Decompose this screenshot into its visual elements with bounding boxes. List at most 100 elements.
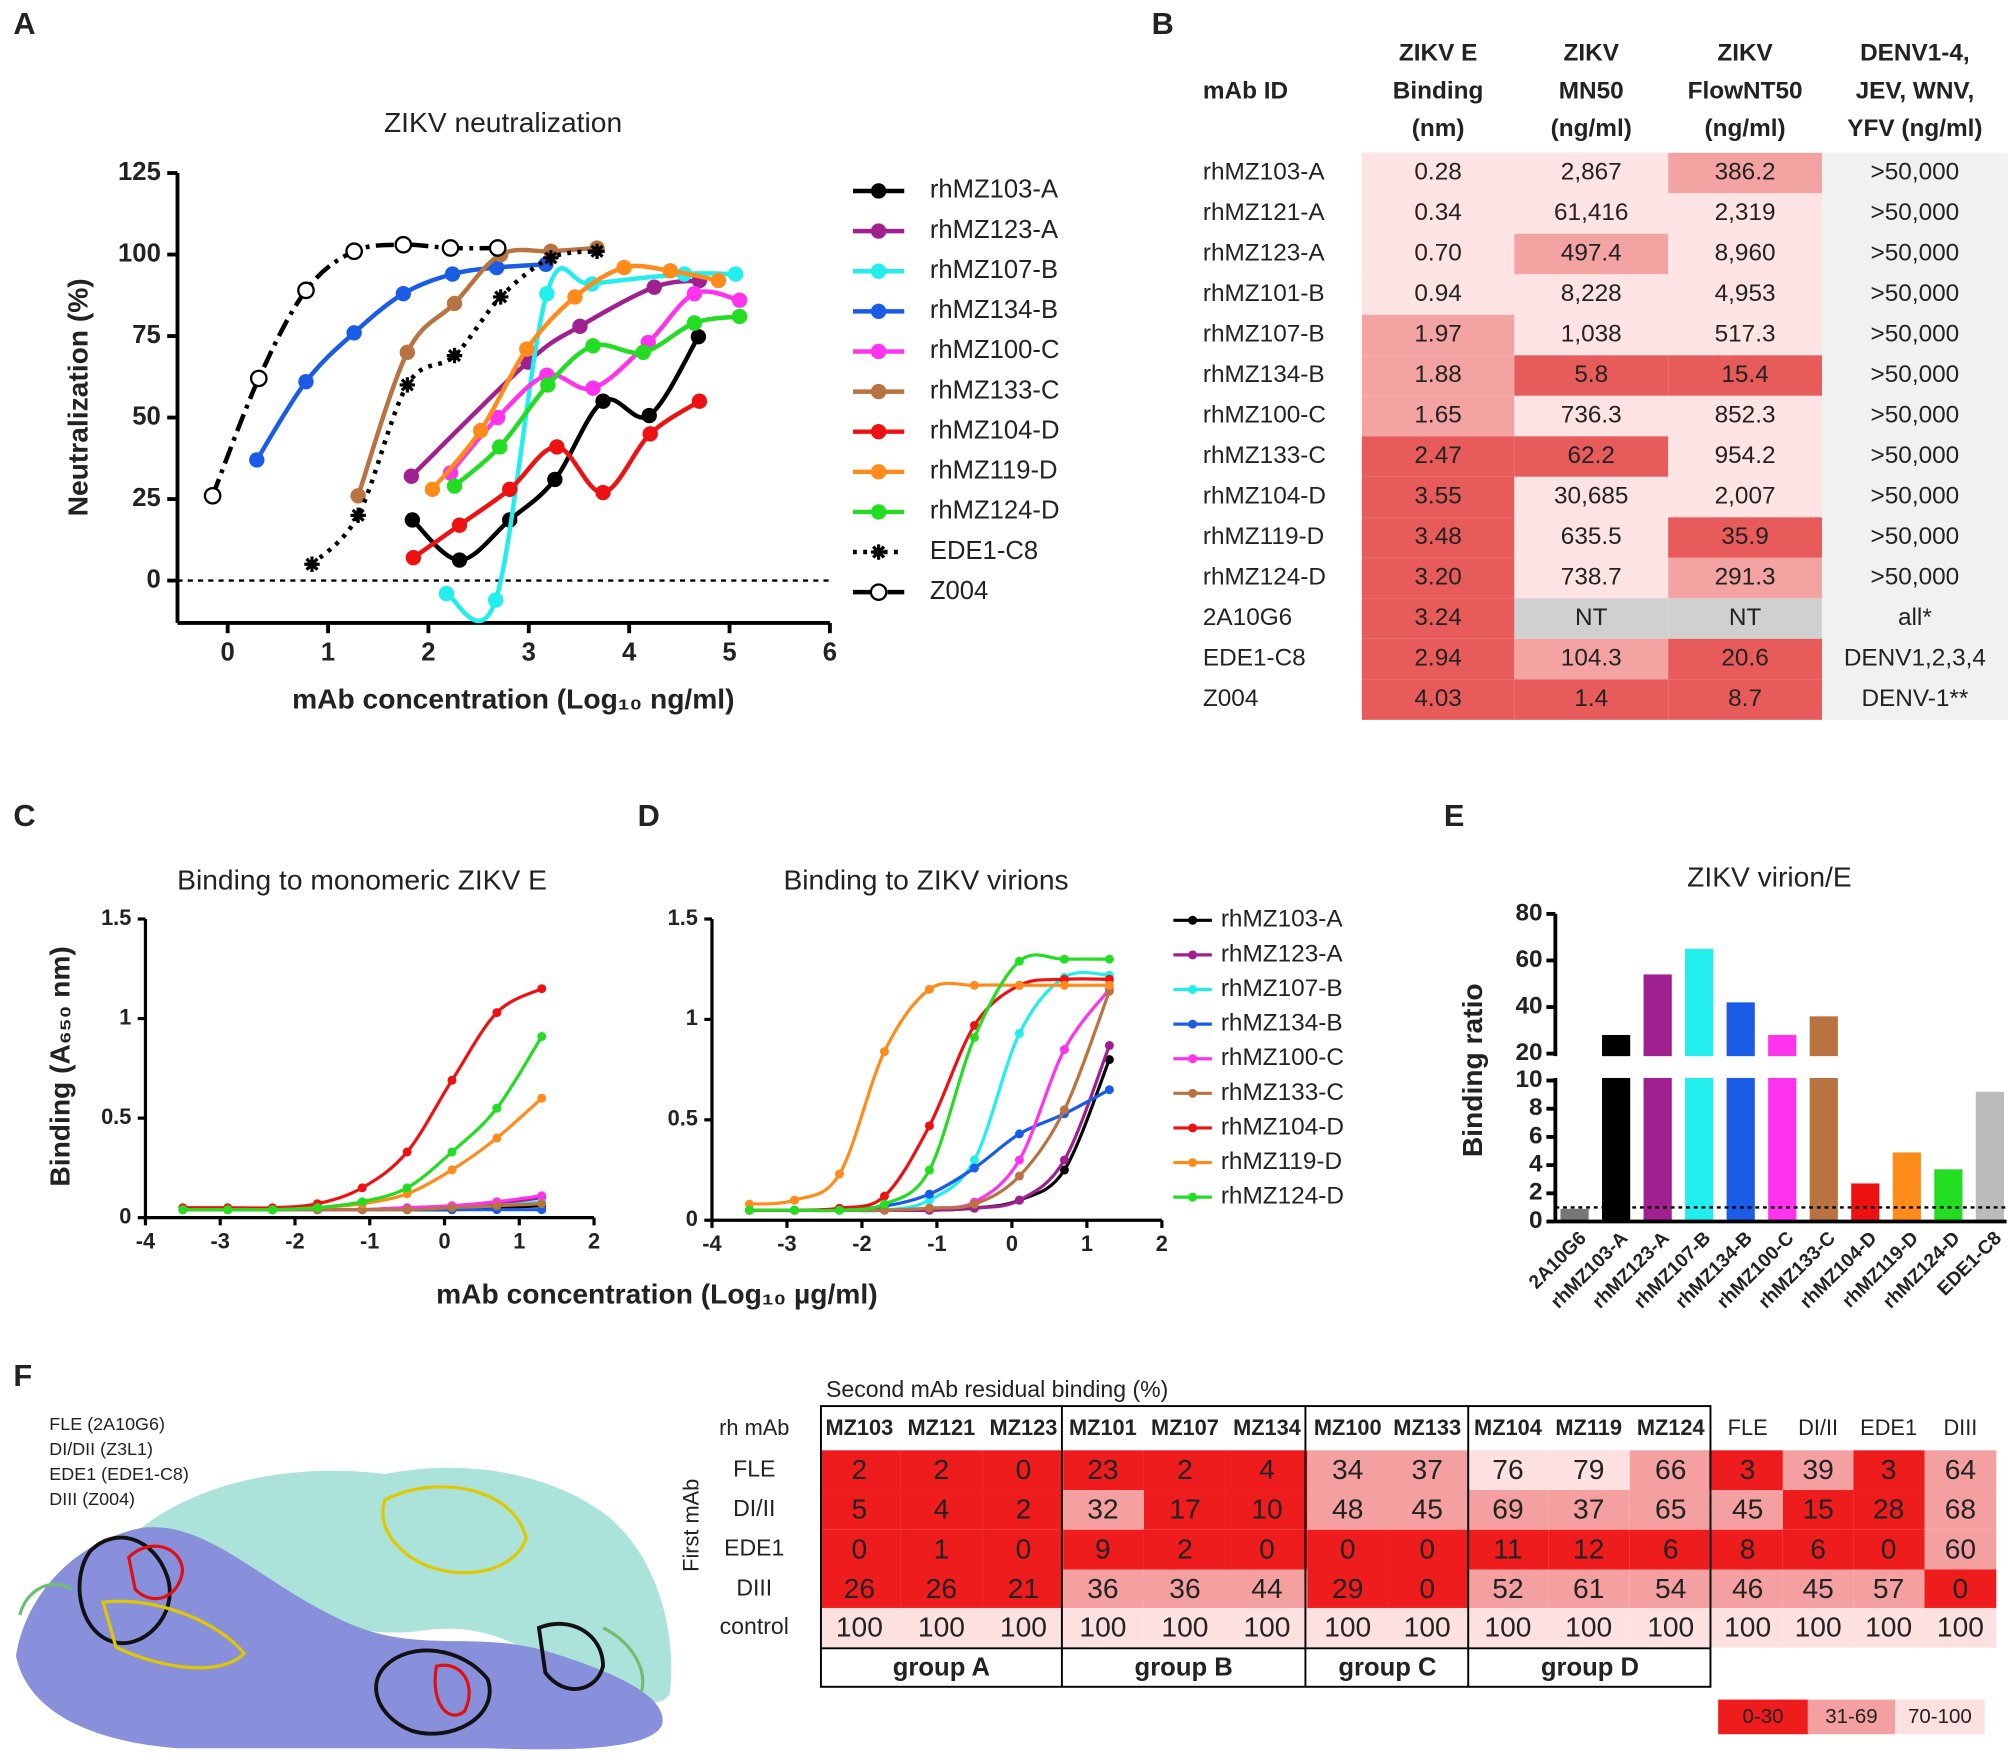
cell-value: 5 — [852, 1493, 868, 1525]
y-tick-label: 0 — [119, 1203, 131, 1228]
cell-value: 1.88 — [1414, 361, 1461, 388]
y-tick-label: 1.5 — [668, 905, 698, 930]
row-label: control — [720, 1613, 789, 1639]
row-label: rhMZ103-A — [1203, 158, 1326, 185]
x-axis-label: mAb concentration (Log₁₀ µg/ml) — [436, 1277, 877, 1309]
cell-value: >50,000 — [1871, 523, 1960, 550]
table-cell — [1361, 314, 1515, 356]
table-cell — [1143, 1569, 1226, 1610]
marker — [492, 289, 509, 305]
marker — [404, 512, 421, 528]
legend-label: rhMZ119-D — [1221, 1148, 1342, 1175]
table-cell — [1821, 233, 2008, 275]
table-cell — [1668, 517, 1822, 558]
y-tick-label: 100 — [118, 239, 161, 267]
marker — [537, 984, 547, 994]
legend-label: rhMZ134-B — [1221, 1010, 1343, 1037]
legend-label: rhMZ123-A — [930, 216, 1059, 244]
marker — [641, 407, 657, 424]
cell-value: 0 — [1881, 1532, 1897, 1564]
table-cell — [1514, 193, 1669, 234]
cell-value: 100 — [1000, 1611, 1047, 1643]
table-cell — [1514, 355, 1669, 396]
cell-value: 0.70 — [1414, 239, 1461, 266]
row-label: EDE1-C8 — [1203, 645, 1306, 672]
marker — [969, 980, 979, 990]
table-cell — [820, 1529, 901, 1570]
cell-value: 517.3 — [1715, 320, 1776, 347]
cell-value: 2 — [1177, 1532, 1193, 1564]
x-tick-label: 1 — [321, 638, 335, 666]
marker — [1104, 980, 1114, 990]
marker — [879, 1191, 889, 1201]
marker — [642, 426, 658, 442]
marker — [567, 289, 583, 305]
table-cell — [982, 1529, 1064, 1570]
table-cell — [1821, 193, 2008, 234]
column-header: MZ107 — [1151, 1415, 1219, 1440]
row-label: 2A10G6 — [1203, 604, 1292, 631]
table-cell — [1361, 638, 1515, 680]
table-cell — [1629, 1450, 1710, 1491]
legend-marker — [870, 424, 887, 440]
x-tick-label: -4 — [702, 1231, 721, 1256]
cell-value: 2 — [1177, 1453, 1193, 1485]
marker — [549, 439, 565, 455]
cell-value: 37 — [1412, 1453, 1443, 1485]
cell-value: 100 — [1647, 1611, 1694, 1643]
table-cell — [1548, 1490, 1630, 1530]
table-cell — [1307, 1529, 1388, 1570]
marker — [572, 318, 588, 334]
marker — [585, 380, 601, 396]
legend-marker — [1188, 985, 1198, 994]
cell-value: 4,953 — [1715, 280, 1776, 307]
structure-legend-label: EDE1 (EDE1-C8) — [49, 1464, 189, 1484]
marker — [487, 592, 504, 608]
x-tick-label: 1 — [513, 1229, 525, 1254]
table-cell — [1629, 1569, 1710, 1610]
marker — [879, 1199, 889, 1209]
legend-label: rhMZ119-D — [930, 457, 1058, 485]
cell-value: 36 — [1087, 1572, 1118, 1604]
cell-value: 0 — [1016, 1532, 1032, 1564]
table-cell — [1514, 517, 1669, 558]
column-header: MZ101 — [1069, 1415, 1137, 1440]
fit-curve — [749, 953, 1110, 1213]
table-cell — [1668, 476, 1822, 518]
legend-marker — [870, 343, 887, 360]
marker — [447, 1147, 457, 1157]
marker — [1014, 1129, 1024, 1139]
legend-marker — [869, 583, 888, 602]
y-tick-label: 0 — [1529, 1207, 1543, 1234]
cell-value: 6 — [1810, 1532, 1826, 1564]
marker — [357, 1183, 367, 1193]
column-header: ZIKV — [1564, 39, 1620, 66]
table-cell — [1821, 598, 2008, 639]
table-cell — [1668, 233, 1822, 275]
table-cell — [1387, 1490, 1468, 1530]
marker — [789, 1195, 799, 1205]
table-cell — [1853, 1569, 1925, 1610]
marker — [691, 393, 708, 409]
cell-value: 291.3 — [1715, 564, 1776, 591]
row-label: rhMZ119-D — [1203, 523, 1324, 550]
cell-value: 45 — [1412, 1493, 1443, 1525]
cell-value: 62.2 — [1568, 442, 1615, 469]
cell-value: 45 — [1802, 1572, 1833, 1604]
table-cell — [1668, 679, 1822, 720]
column-header: MZ119 — [1555, 1415, 1622, 1440]
marker — [731, 292, 748, 308]
chart-title: Binding to ZIKV virions — [783, 863, 1068, 895]
marker — [1059, 1045, 1069, 1055]
table-cell — [1821, 355, 2008, 396]
marker — [589, 243, 605, 259]
table-cell — [1361, 598, 1515, 639]
marker — [394, 235, 413, 254]
x-tick-label: 2 — [421, 638, 435, 666]
table-cell — [1387, 1607, 1468, 1648]
row-label: rhMZ104-D — [1203, 483, 1326, 510]
column-header: (ng/ml) — [1551, 115, 1632, 142]
table-cell — [1853, 1529, 1925, 1570]
legend-label: 70-100 — [1908, 1705, 1972, 1728]
cell-value: 26 — [844, 1572, 875, 1604]
